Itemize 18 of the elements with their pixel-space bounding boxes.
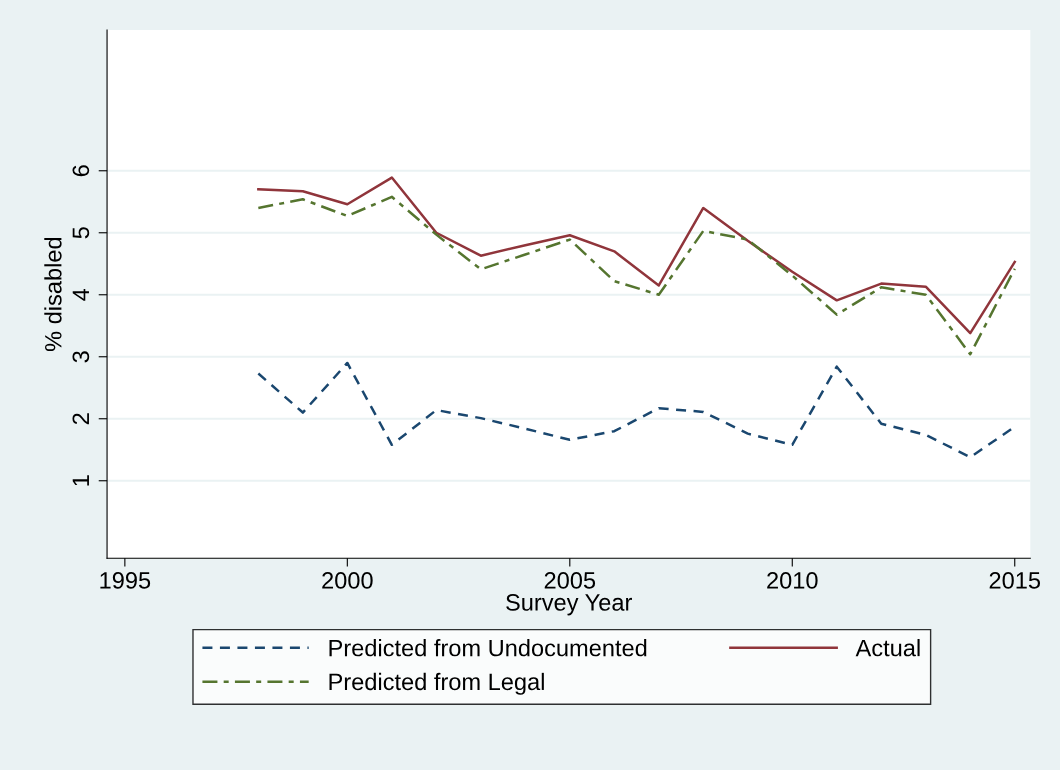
legend-label: Predicted from Legal bbox=[329, 672, 544, 695]
x-tick-label: 1995 bbox=[100, 572, 151, 589]
y-axis-title: % disabled bbox=[44, 237, 62, 352]
x-tick-label: 2005 bbox=[544, 572, 596, 589]
x-axis-title: Survey Year bbox=[506, 594, 632, 616]
y-tick-label: 3 bbox=[72, 351, 90, 363]
legend-label: Actual bbox=[855, 639, 920, 657]
line-series bbox=[257, 176, 1016, 335]
x-tick-label: 2000 bbox=[322, 572, 373, 589]
legend-label: Predicted from Undocumented bbox=[329, 639, 647, 657]
x-tick-label: 2015 bbox=[989, 572, 1041, 589]
y-tick-label: 6 bbox=[72, 165, 90, 177]
y-tick-label: 4 bbox=[72, 288, 89, 301]
y-tick-label: 5 bbox=[72, 227, 90, 239]
x-tick-label: 2010 bbox=[767, 572, 818, 589]
line-series bbox=[257, 195, 1016, 356]
y-tick-label: 1 bbox=[72, 475, 89, 486]
y-tick-label: 2 bbox=[72, 413, 89, 425]
